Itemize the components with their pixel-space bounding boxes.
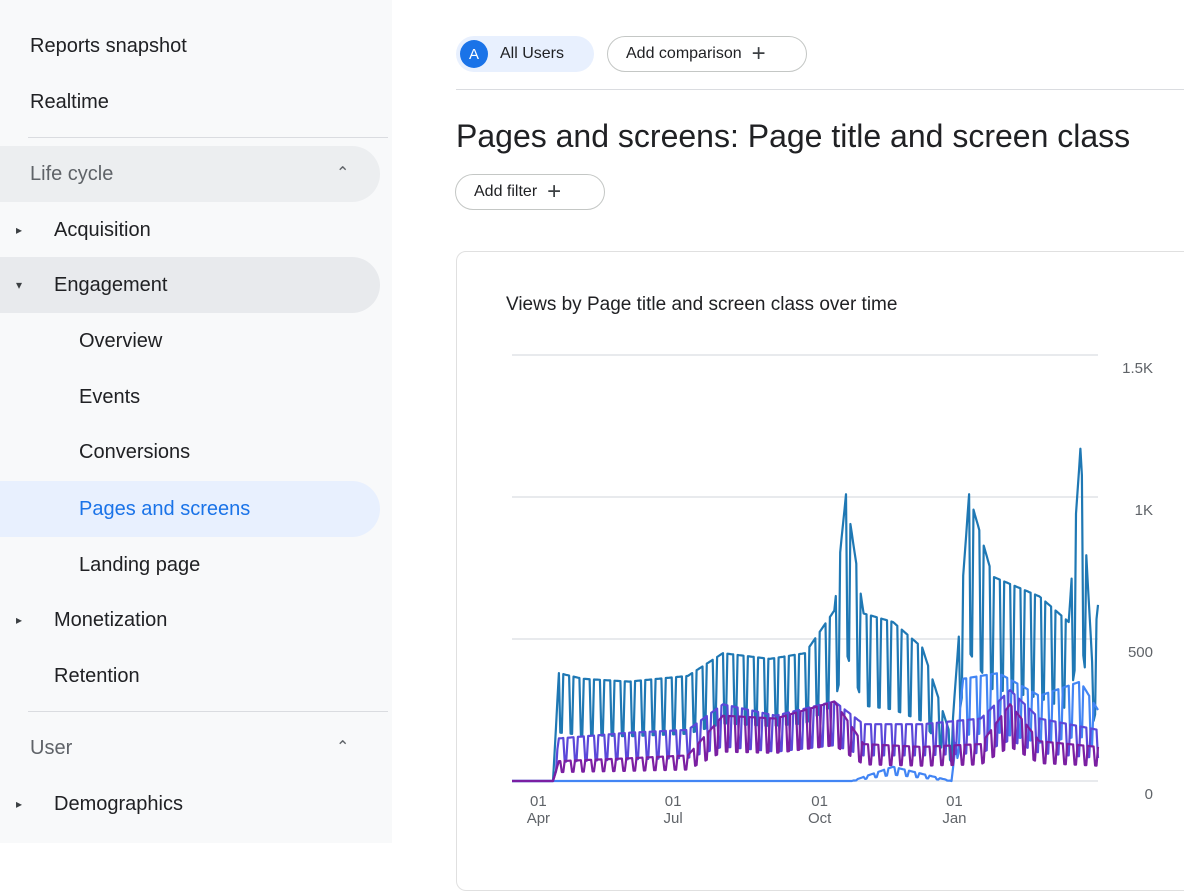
nav-overview[interactable]: Overview xyxy=(0,313,380,369)
nav-landing-page[interactable]: Landing page xyxy=(0,537,380,593)
x-tick-label: Oct xyxy=(808,810,832,827)
chart-title: Views by Page title and screen class ove… xyxy=(506,294,898,315)
y-tick-label: 0 xyxy=(1145,786,1153,803)
add-filter-button[interactable]: Add filter + xyxy=(455,174,605,210)
nav-engagement[interactable]: ▾ Engagement xyxy=(0,257,380,313)
nav-pages-and-screens[interactable]: Pages and screens xyxy=(0,481,380,537)
nav-monetization[interactable]: ▸ Monetization xyxy=(0,592,380,648)
nav-conversions-label: Conversions xyxy=(79,441,191,463)
x-tick-label: 01 xyxy=(946,793,963,810)
page-title: Pages and screens: Page title and screen… xyxy=(456,118,1131,154)
caret-right-icon: ▸ xyxy=(16,797,23,811)
nav-pages-and-screens-label: Pages and screens xyxy=(79,498,251,520)
series-line xyxy=(512,700,1100,783)
y-tick-label: 500 xyxy=(1128,644,1153,661)
nav-retention-label: Retention xyxy=(54,665,140,687)
section-user[interactable]: User ⌃ xyxy=(0,720,380,776)
nav-events-label: Events xyxy=(79,386,141,408)
nav-retention[interactable]: Retention xyxy=(0,648,380,704)
all-users-label: All Users xyxy=(500,45,565,62)
nav-engagement-label: Engagement xyxy=(54,274,168,296)
x-tick-label: 01 xyxy=(530,793,547,810)
series-line xyxy=(512,672,1099,783)
x-tick-label: Apr xyxy=(527,810,550,827)
divider xyxy=(456,89,1184,90)
chevron-up-icon: ⌃ xyxy=(336,165,350,182)
add-comparison-label: Add comparison xyxy=(626,45,742,62)
section-life-cycle[interactable]: Life cycle ⌃ xyxy=(0,146,380,202)
x-tick-label: Jan xyxy=(942,810,966,827)
nav-demographics-label: Demographics xyxy=(54,793,183,815)
sidebar: Reports snapshot Realtime Life cycle ⌃ ▸… xyxy=(0,0,392,843)
y-tick-label: 1.5K xyxy=(1122,360,1153,377)
nav-landing-page-label: Landing page xyxy=(79,554,201,576)
all-users-chip[interactable]: A All Users xyxy=(456,36,594,72)
caret-right-icon: ▸ xyxy=(16,613,23,627)
nav-conversions[interactable]: Conversions xyxy=(0,424,380,480)
series-line xyxy=(512,689,1100,783)
divider xyxy=(28,137,388,138)
nav-events[interactable]: Events xyxy=(0,369,380,425)
nav-overview-label: Overview xyxy=(79,330,163,352)
plus-icon: + xyxy=(751,40,766,67)
chevron-up-icon: ⌃ xyxy=(336,739,350,756)
nav-acquisition[interactable]: ▸ Acquisition xyxy=(0,202,380,258)
add-filter-label: Add filter xyxy=(474,183,538,200)
section-life-cycle-label: Life cycle xyxy=(30,163,114,185)
avatar: A xyxy=(460,40,488,68)
chart-card xyxy=(456,251,1184,891)
divider xyxy=(28,711,388,712)
nav-realtime[interactable]: Realtime xyxy=(30,91,109,113)
y-tick-label: 1K xyxy=(1135,502,1153,519)
caret-down-icon: ▾ xyxy=(16,278,23,292)
section-user-label: User xyxy=(30,737,73,759)
nav-monetization-label: Monetization xyxy=(54,609,168,631)
x-tick-label: Jul xyxy=(664,810,683,827)
add-comparison-button[interactable]: Add comparison + xyxy=(607,36,807,72)
x-tick-label: 01 xyxy=(665,793,682,810)
nav-reports-snapshot[interactable]: Reports snapshot xyxy=(30,35,187,57)
nav-acquisition-label: Acquisition xyxy=(54,219,151,241)
series-line xyxy=(512,447,1100,783)
x-tick-label: 01 xyxy=(811,793,828,810)
caret-right-icon: ▸ xyxy=(16,223,23,237)
nav-demographics[interactable]: ▸ Demographics xyxy=(0,776,380,832)
plus-icon: + xyxy=(547,178,562,205)
